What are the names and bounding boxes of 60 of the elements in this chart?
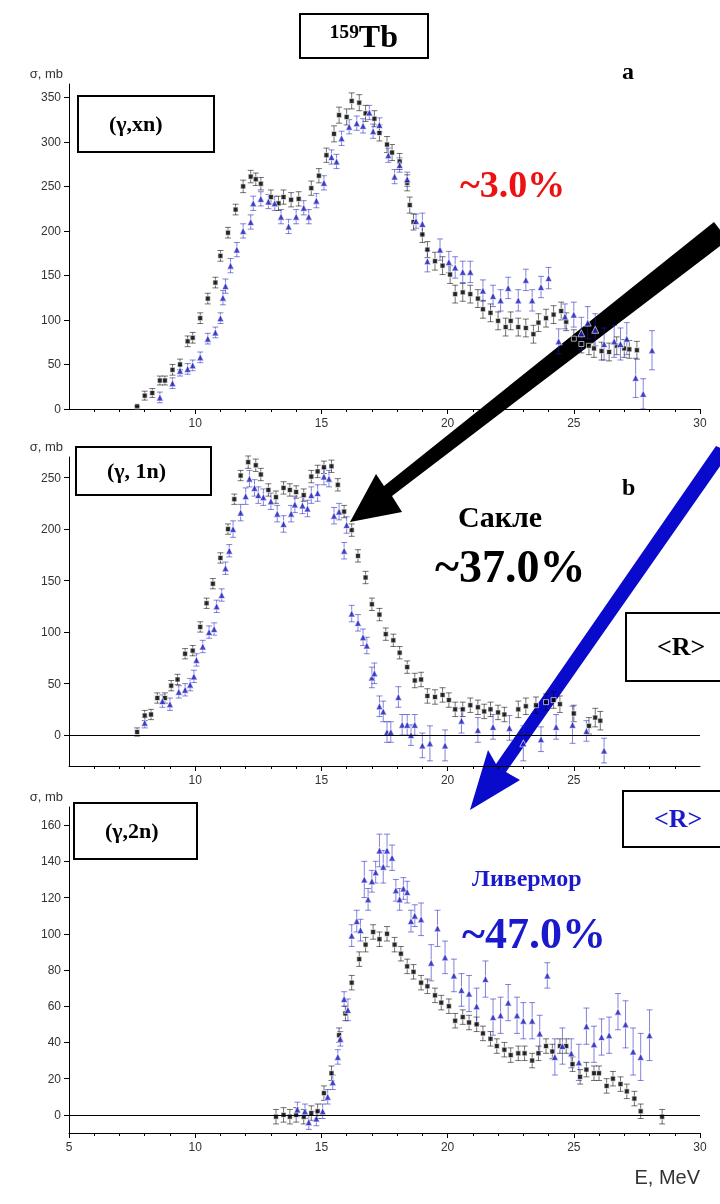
y-tick-label: 140	[40, 854, 62, 869]
annotation: ~3.0%	[460, 162, 566, 206]
y-tick-label: 100	[40, 926, 62, 941]
x-tick-label: 25	[567, 773, 581, 787]
x-tick-label: 20	[440, 773, 455, 787]
y-tick-label: 200	[40, 223, 62, 238]
y-tick-label: 50	[47, 676, 62, 691]
x-tick-label: 10	[188, 773, 203, 787]
y-tick-label: 250	[40, 179, 62, 194]
annotation: (γ, 1n)	[107, 458, 167, 484]
text-box: <R>	[625, 612, 720, 682]
annotation: ~37.0%	[435, 540, 586, 593]
annotation: (γ,xn)	[109, 111, 163, 137]
text-box: <R>	[622, 790, 720, 848]
y-tick-label: 150	[40, 268, 62, 283]
y-tick-label: 250	[40, 470, 62, 485]
annotation: <R>	[657, 632, 706, 662]
x-tick-label: 5	[65, 1140, 73, 1154]
y-tick-label: 0	[54, 728, 62, 743]
y-tick-label: 350	[40, 90, 62, 105]
x-tick-label: 10	[188, 416, 203, 430]
y-axis-title: σ, mb	[29, 439, 63, 454]
y-tick-label: 300	[40, 134, 62, 149]
y-axis-title: σ, mb	[29, 66, 63, 81]
y-tick-label: 200	[40, 522, 62, 537]
y-tick-label: 80	[47, 963, 62, 977]
annotation: b	[622, 474, 636, 501]
annotation: <R>	[654, 804, 703, 834]
x-tick-label: 25	[567, 1140, 581, 1154]
x-tick-label: 15	[314, 416, 329, 430]
x-tick-label: 15	[314, 1140, 329, 1154]
text: a	[622, 58, 634, 85]
x-tick-label: 20	[440, 1140, 455, 1154]
text-box: (γ,xn)	[77, 95, 215, 153]
y-tick-label: 160	[40, 818, 62, 833]
x-tick-label: 25	[567, 416, 581, 430]
annotation: (γ,2n)	[105, 818, 159, 844]
x-tick-label: 15	[314, 773, 329, 787]
y-tick-label: 40	[47, 1035, 62, 1050]
annotation: ~47.0%	[462, 908, 606, 959]
y-tick-label: 50	[47, 357, 62, 372]
annotation: Ливермор	[472, 865, 582, 892]
y-tick-label: 100	[40, 312, 62, 327]
y-tick-label: 150	[40, 573, 62, 588]
y-tick-label: 100	[40, 625, 62, 640]
annotation: Сакле	[458, 500, 543, 534]
y-tick-label: 0	[54, 1107, 62, 1122]
y-tick-label: 120	[40, 890, 62, 905]
y-axis-title: σ, mb	[29, 789, 63, 804]
text-box: (γ, 1n)	[75, 446, 212, 496]
x-axis-title: E, MeV	[634, 1166, 701, 1188]
x-tick-label: 10	[188, 1140, 203, 1154]
x-tick-label: 30	[693, 416, 707, 430]
y-tick-label: 0	[54, 402, 62, 416]
chart-title: ¹⁵⁹Tb	[330, 18, 398, 54]
y-tick-label: 60	[47, 999, 62, 1014]
x-tick-label: 20	[440, 416, 455, 430]
text-box: (γ,2n)	[73, 802, 198, 860]
y-tick-label: 20	[47, 1071, 62, 1086]
x-tick-label: 30	[693, 1140, 707, 1154]
